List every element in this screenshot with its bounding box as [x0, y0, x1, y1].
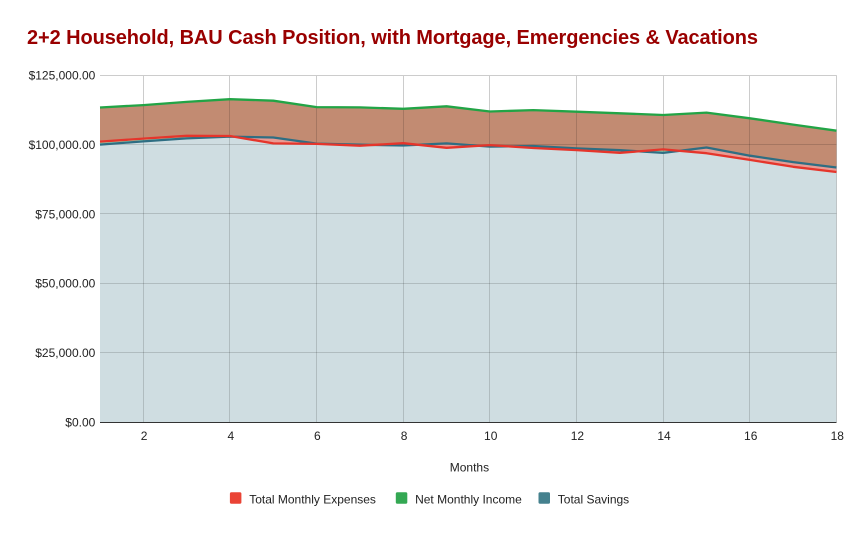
svg-text:$50,000.00: $50,000.00 — [35, 277, 95, 291]
svg-text:$75,000.00: $75,000.00 — [35, 207, 95, 221]
svg-text:Net Monthly Income: Net Monthly Income — [415, 493, 522, 507]
svg-text:4: 4 — [227, 429, 234, 443]
svg-text:12: 12 — [571, 429, 585, 443]
svg-text:16: 16 — [744, 429, 758, 443]
svg-text:10: 10 — [484, 429, 498, 443]
svg-text:6: 6 — [314, 429, 321, 443]
svg-text:18: 18 — [831, 429, 845, 443]
svg-text:Months: Months — [450, 461, 489, 475]
svg-text:Total Monthly Expenses: Total Monthly Expenses — [249, 493, 376, 507]
svg-text:14: 14 — [657, 429, 671, 443]
svg-text:$100,000.00: $100,000.00 — [29, 138, 96, 152]
svg-text:$25,000.00: $25,000.00 — [35, 346, 95, 360]
svg-text:Total Savings: Total Savings — [558, 493, 629, 507]
svg-text:$0.00: $0.00 — [65, 415, 95, 429]
svg-text:8: 8 — [401, 429, 408, 443]
svg-text:$125,000.00: $125,000.00 — [29, 69, 96, 83]
svg-text:2: 2 — [141, 429, 148, 443]
